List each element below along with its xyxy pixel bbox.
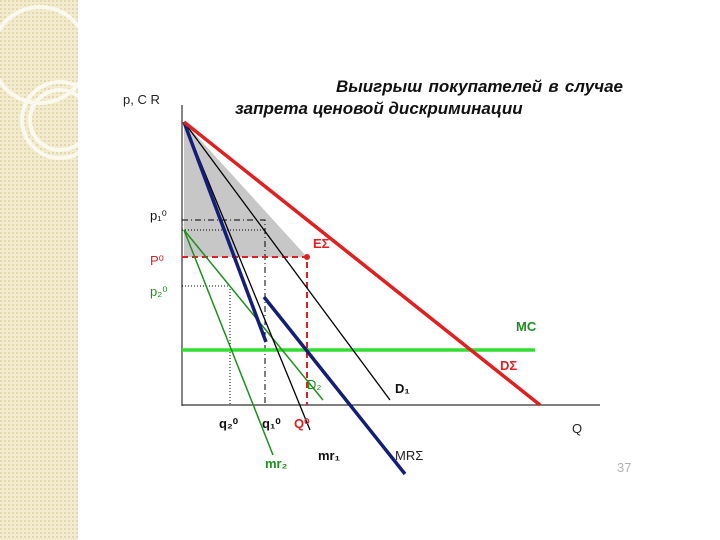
page-number: 37 (617, 460, 631, 475)
quantity-label: q₂⁰ (219, 416, 239, 431)
curve-label: MRΣ (395, 448, 423, 463)
curve-label: D₁ (395, 381, 410, 396)
quantity-label: Q⁰ (294, 416, 310, 431)
price-label: P⁰ (150, 253, 164, 268)
mr-sum-line (262, 295, 407, 476)
curve-label: MC (516, 319, 537, 334)
consumer-gain-area (184, 122, 307, 257)
curve-label: D₂ (307, 377, 321, 392)
quantity-label: q₁⁰ (262, 416, 281, 431)
x-axis-label: Q (572, 421, 582, 436)
axes (181, 105, 600, 406)
curve-label: mr₁ (318, 448, 340, 463)
decor-circles (0, 5, 78, 160)
mr-sum-line (182, 121, 268, 343)
slide-title: Выигрыш покупателей в случае запрета цен… (235, 77, 623, 118)
y-axis-label: p, C R (123, 92, 160, 107)
mr2-line (183, 229, 274, 456)
curve-label: mr₂ (265, 456, 288, 471)
curve-label: EΣ (313, 236, 330, 251)
price-label: p₂⁰ (150, 284, 168, 299)
d-sum-line (182, 120, 542, 407)
equilibrium-point (304, 254, 310, 260)
curve-label: DΣ (500, 358, 517, 373)
d2-line (183, 229, 324, 401)
price-label: p₁⁰ (150, 208, 167, 223)
d1-line (183, 121, 391, 401)
